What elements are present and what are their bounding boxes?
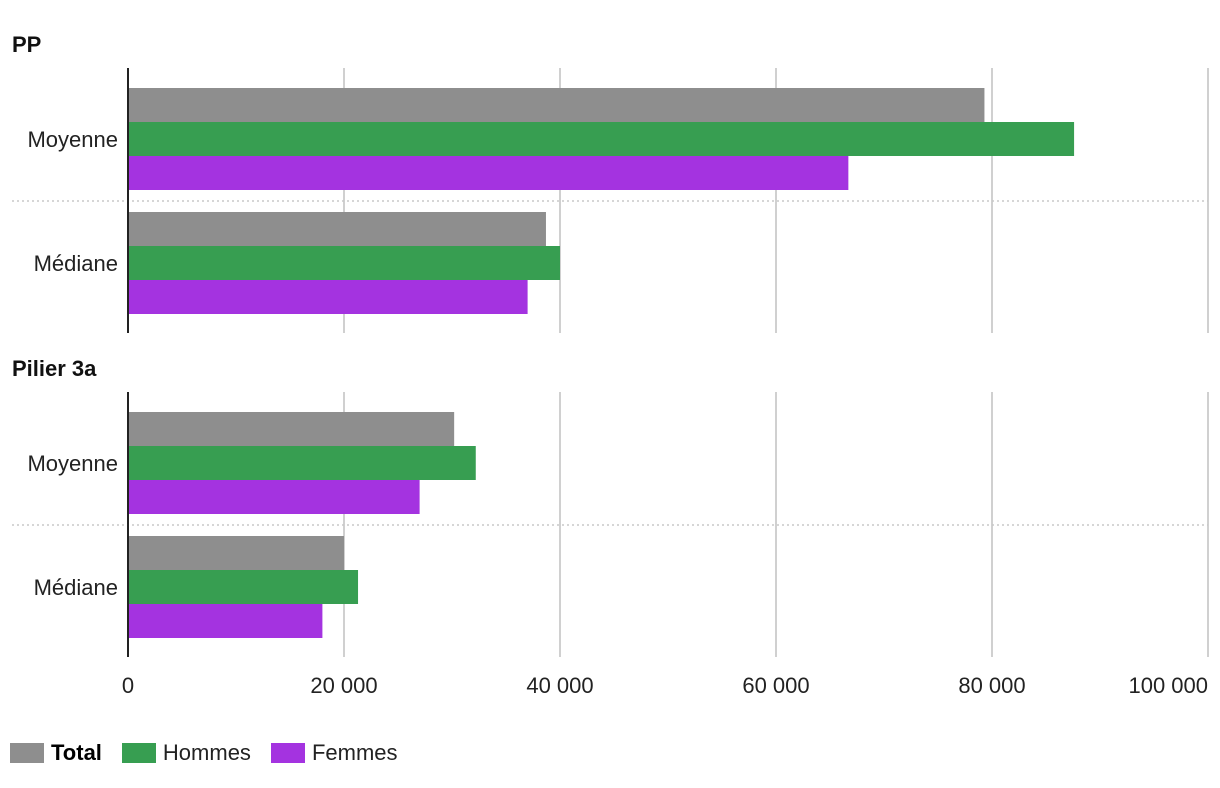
bar-pp-moyenne-hommes (128, 122, 1075, 156)
legend-swatch-femmes (270, 743, 305, 763)
legend-item-total[interactable]: Total (10, 740, 102, 766)
chart: PP Moyenne Médiane Pilier 3a Moyenne Médiane 0… (12, 32, 1209, 698)
panel-title-pp: PP (12, 32, 41, 57)
legend: Total Hommes Femmes (10, 740, 418, 766)
bar-pilier-3a-moyenne-total (128, 412, 455, 446)
bar-pilier-3a-mdiane-femmes (128, 604, 323, 638)
bar-pp-moyenne-total (128, 88, 985, 122)
category-label-pilier-3a-1: Médiane (34, 575, 118, 600)
bar-pp-mdiane-hommes (128, 246, 560, 280)
x-tick-label-3: 60 000 (742, 673, 809, 698)
legend-swatch-hommes (121, 743, 156, 763)
bar-pilier-3a-mdiane-total (128, 536, 344, 570)
category-label-pp-0: Moyenne (27, 127, 118, 152)
legend-label-femmes: Femmes (311, 740, 398, 765)
panel-title-pilier-3a: Pilier 3a (12, 356, 97, 381)
bar-pilier-3a-moyenne-hommes (128, 446, 476, 480)
x-tick-label-5: 100 000 (1128, 673, 1208, 698)
legend-item-femmes[interactable]: Femmes (270, 740, 398, 766)
legend-swatch-total (10, 743, 44, 763)
x-tick-label-4: 80 000 (958, 673, 1025, 698)
x-tick-label-0: 0 (122, 673, 134, 698)
legend-label-total: Total (51, 740, 102, 765)
x-tick-label-2: 40 000 (526, 673, 593, 698)
x-tick-label-1: 20 000 (310, 673, 377, 698)
category-label-pilier-3a-0: Moyenne (27, 451, 118, 476)
bar-pilier-3a-mdiane-hommes (128, 570, 359, 604)
category-label-pp-1: Médiane (34, 251, 118, 276)
bar-pp-mdiane-femmes (128, 280, 528, 314)
bar-pp-mdiane-total (128, 212, 546, 246)
legend-item-hommes[interactable]: Hommes (121, 740, 251, 766)
bar-pilier-3a-moyenne-femmes (128, 480, 420, 514)
legend-label-hommes: Hommes (162, 740, 251, 765)
bar-pp-moyenne-femmes (128, 156, 849, 190)
